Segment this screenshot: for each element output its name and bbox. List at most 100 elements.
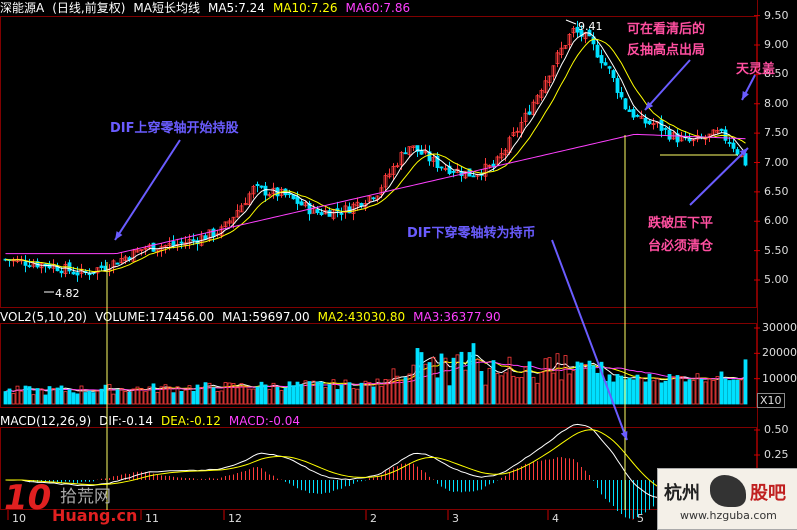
- candle-body: [439, 166, 444, 169]
- macd-header: MACD(12,26,9) DIF:-0.14 DEA:-0.12 MACD:-0.0…: [0, 413, 308, 429]
- price-axis-label: 9.50: [764, 8, 789, 22]
- volume-bar: [79, 385, 84, 405]
- candle-body: [287, 193, 292, 196]
- volume-header: VOL2(5,10,20) VOLUME:174456.00 MA1:59697.0…: [0, 309, 509, 325]
- volume-bar: [175, 386, 180, 405]
- volume-bar: [563, 355, 568, 405]
- volume-bar: [51, 388, 56, 405]
- candle-body: [579, 30, 584, 37]
- volume-bar: [335, 389, 340, 405]
- volume-bar: [731, 379, 736, 405]
- candle-body: [415, 145, 420, 152]
- volume-bar: [407, 373, 412, 405]
- candle-body: [667, 129, 672, 140]
- volume-bar: [739, 379, 744, 405]
- watermark-left-url: Huang.cn: [52, 506, 138, 525]
- candle-body: [75, 272, 80, 276]
- time-axis-label: 11: [145, 512, 159, 525]
- volume-bar: [667, 374, 672, 405]
- volume-bar: [503, 372, 508, 405]
- candle-body: [27, 265, 32, 268]
- volume-bar: [155, 391, 160, 405]
- candle-body: [635, 114, 640, 117]
- candle-body: [551, 65, 556, 77]
- volume-bar: [327, 384, 332, 405]
- volume-bar: [75, 393, 80, 405]
- macd-dea: DEA:-0.12: [160, 414, 221, 428]
- volume-bar: [447, 385, 452, 405]
- volume-bar: [591, 365, 596, 405]
- candle-body: [151, 242, 156, 252]
- candle-body: [63, 263, 68, 275]
- candle-body: [303, 202, 308, 207]
- volume-bar: [463, 369, 468, 405]
- candle-body: [687, 138, 692, 142]
- candle-body: [163, 245, 168, 248]
- candle-body: [235, 210, 240, 218]
- macd-dif: DIF:-0.14: [99, 414, 153, 428]
- volume-bar: [647, 373, 652, 405]
- candle-body: [463, 170, 468, 179]
- candle-body: [611, 70, 616, 79]
- candle-body: [595, 44, 600, 58]
- volume-bar: [343, 379, 348, 405]
- candle-body: [267, 193, 272, 197]
- candle-body: [735, 149, 740, 155]
- volume-bar: [187, 385, 192, 405]
- candle-body: [547, 75, 552, 83]
- arrow-break: [689, 147, 749, 206]
- volume-bar: [511, 375, 516, 405]
- watermark-left-cn: 拾荒网: [60, 487, 111, 507]
- volume-bar: [231, 382, 236, 405]
- volume-bar: [735, 379, 740, 405]
- volume-bar: [3, 391, 8, 405]
- price-axis-label: 8.50: [764, 67, 789, 81]
- volume-bar: [527, 361, 532, 405]
- ma5-value: MA5:7.24: [207, 1, 265, 15]
- volume-bar: [491, 360, 496, 405]
- candle-body: [535, 95, 540, 104]
- volume-bar: [439, 353, 444, 405]
- volume-bar: [379, 385, 384, 405]
- candle-body: [499, 153, 504, 159]
- volume-bar: [7, 388, 12, 405]
- volume-bar: [159, 386, 164, 405]
- volume-bar: [675, 375, 680, 405]
- volume-bar: [431, 356, 436, 405]
- price-axis-label: 7.50: [764, 126, 789, 140]
- volume-bar: [123, 391, 128, 405]
- arrow-dif-down: [551, 239, 628, 441]
- volume-bar: [699, 378, 704, 405]
- price-axis-label: 5.50: [764, 243, 789, 257]
- volume-bar: [243, 386, 248, 405]
- volume-bar: [371, 386, 376, 405]
- time-axis-label: 12: [228, 512, 242, 525]
- volume-bar: [219, 390, 224, 405]
- candle-body: [387, 173, 392, 178]
- candle-body: [399, 152, 404, 166]
- candle-body: [263, 185, 268, 196]
- volume-bar: [571, 370, 576, 405]
- volume-bar: [507, 356, 512, 405]
- candle-body: [419, 150, 424, 155]
- volume-bar: [307, 381, 312, 405]
- candle-body: [343, 205, 348, 213]
- ma60-line: [5, 133, 746, 255]
- volume-bar: [567, 373, 572, 405]
- volume-bar: [31, 394, 36, 405]
- volume-bar: [27, 386, 32, 405]
- volume-bar: [263, 384, 268, 405]
- volume-bar: [595, 372, 600, 405]
- volume-bar: [679, 376, 684, 405]
- volume-bar: [643, 381, 648, 405]
- candle-body: [383, 175, 388, 188]
- volume-bar: [419, 352, 424, 405]
- volume-bar: [583, 364, 588, 405]
- candle-body: [315, 209, 320, 214]
- volume-bar: [279, 390, 284, 405]
- vol-ma1: MA1:59697.00: [222, 310, 310, 324]
- watermark-left-logo: 10: [4, 478, 52, 518]
- arrow-tianling-head: [742, 91, 749, 100]
- candle-body: [71, 271, 76, 275]
